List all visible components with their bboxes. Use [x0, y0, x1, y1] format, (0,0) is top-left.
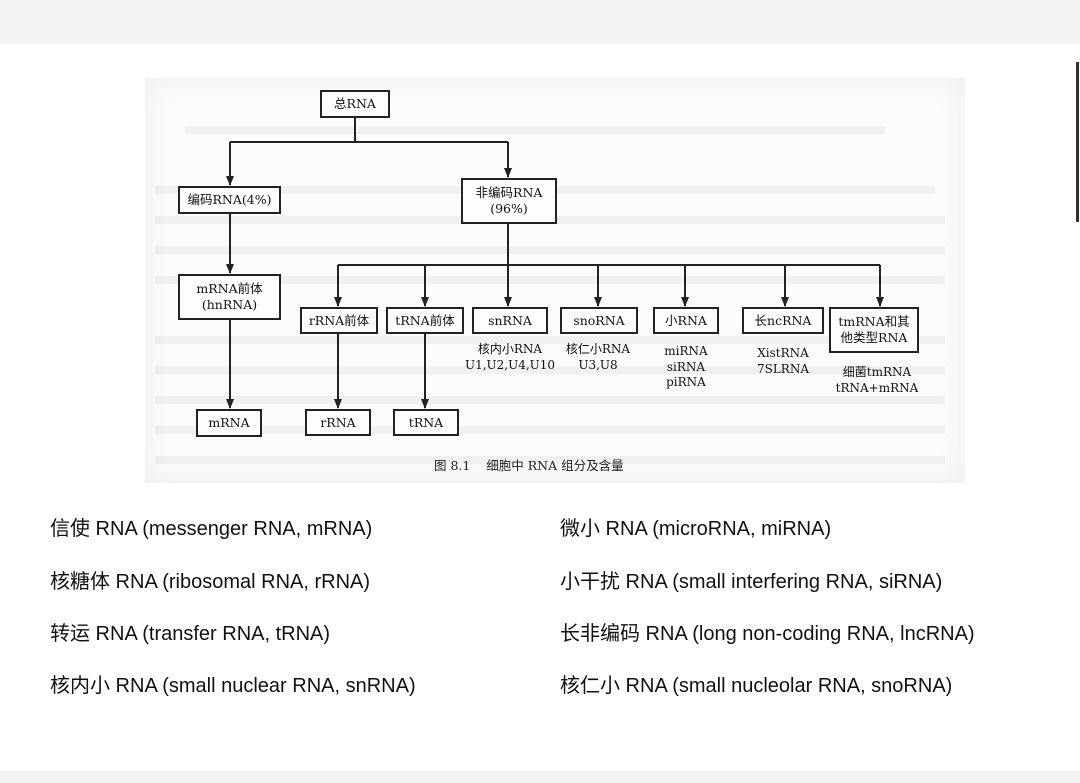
- node-tmrna-other: tmRNA和其 他类型RNA: [829, 307, 919, 353]
- long-ncrna-subtypes: XistRNA 7SLRNA: [756, 346, 810, 376]
- node-small-rna: 小RNA: [653, 307, 719, 334]
- figure-caption: 图 8.1 细胞中 RNA 组分及含量: [434, 458, 624, 473]
- small-rna-subtypes: miRNA siRNA piRNA: [664, 344, 708, 390]
- term-lncrna: 长非编码 RNA (long non-coding RNA, lncRNA): [560, 623, 975, 645]
- node-mrna-precursor: mRNA前体 (hnRNA): [178, 274, 281, 320]
- node-snorna: snoRNA: [560, 307, 638, 334]
- node-mrna: mRNA: [196, 409, 262, 437]
- node-noncoding-rna: 非编码RNA (96%): [461, 178, 557, 224]
- node-total-rna: 总RNA: [320, 90, 390, 118]
- tmrna-subtypes: 细菌tmRNA tRNA+mRNA: [835, 365, 919, 395]
- term-sirna: 小干扰 RNA (small interfering RNA, siRNA): [560, 571, 943, 593]
- node-long-ncrna: 长ncRNA: [742, 307, 824, 334]
- term-snorna: 核仁小 RNA (small nucleolar RNA, snoRNA): [560, 675, 953, 697]
- term-trna: 转运 RNA (transfer RNA, tRNA): [50, 623, 331, 645]
- snrna-subtypes: 核内小RNA U1,U2,U4,U10: [464, 342, 556, 372]
- top-band: [0, 0, 1080, 44]
- node-rrna-precursor: rRNA前体: [300, 307, 378, 334]
- scanned-figure: [145, 78, 965, 483]
- node-rrna: rRNA: [305, 409, 371, 436]
- term-snrna: 核内小 RNA (small nuclear RNA, snRNA): [50, 675, 416, 697]
- bottom-band: [0, 771, 1080, 783]
- node-coding-rna: 编码RNA(4%): [178, 186, 281, 214]
- snorna-subtypes: 核仁小RNA U3,U8: [565, 342, 631, 372]
- term-rrna: 核糖体 RNA (ribosomal RNA, rRNA): [50, 571, 371, 593]
- term-mrna: 信使 RNA (messenger RNA, mRNA): [50, 518, 373, 540]
- node-trna: tRNA: [393, 409, 459, 436]
- node-trna-precursor: tRNA前体: [386, 307, 464, 334]
- node-snrna: snRNA: [472, 307, 548, 334]
- term-mirna: 微小 RNA (microRNA, miRNA): [560, 518, 832, 540]
- right-edge-bar: [1076, 62, 1079, 222]
